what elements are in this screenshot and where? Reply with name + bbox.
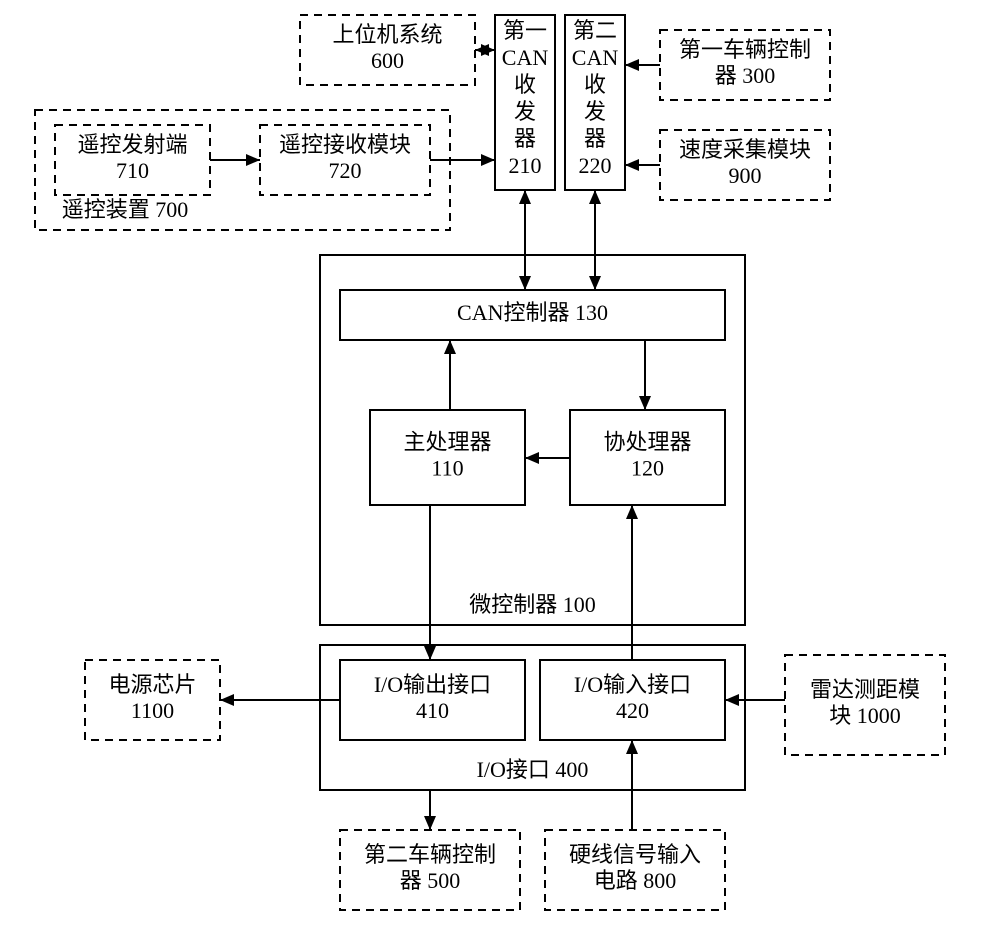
arrowhead [625,59,639,71]
label: 发 [584,99,606,124]
label: 器 [584,126,606,151]
label: 遥控接收模块 [279,132,411,157]
node-io_in: I/O输入接口420 [540,660,725,740]
block-diagram: 遥控装置 700微控制器 100I/O接口 400上位机系统600第一CAN收发… [0,0,1000,938]
label: 600 [371,48,404,73]
arrowhead [625,159,639,171]
label: 第一车辆控制 [679,37,811,62]
arrowhead [589,190,601,204]
node-vehicle_ctrl1: 第一车辆控制器 300 [660,30,830,100]
node-co_proc: 协处理器120 [570,410,725,505]
label: CAN [572,45,619,70]
label: 电源芯片 [108,672,196,697]
arrowhead [481,154,495,166]
label: 720 [329,158,362,183]
node-remote_rx: 遥控接收模块720 [260,125,430,195]
label: 电路 800 [594,868,677,893]
node-can_controller: CAN控制器 130 [340,290,725,340]
label: 协处理器 [603,430,691,455]
node-hardwire: 硬线信号输入电路 800 [545,830,725,910]
label: CAN控制器 130 [457,300,608,325]
label: 块 1000 [829,703,901,728]
label: I/O输出接口 [374,672,491,697]
label: CAN [502,45,549,70]
node-vehicle_ctrl2: 第二车辆控制器 500 [340,830,520,910]
label: 120 [631,456,664,481]
label: 遥控发射端 [77,132,187,157]
label: 第二车辆控制 [364,842,496,867]
label: 收 [514,72,536,97]
node-can2: 第二CAN收发器220 [565,15,625,190]
arrowhead [519,190,531,204]
label: 硬线信号输入 [569,842,701,867]
label: 410 [416,698,449,723]
node-can1: 第一CAN收发器210 [495,15,555,190]
node-remote_device: 遥控装置 700 [35,110,450,230]
label: 器 500 [400,868,461,893]
label: 220 [579,153,612,178]
node-speed_module: 速度采集模块900 [660,130,830,200]
label: 420 [616,698,649,723]
arrowhead [220,694,234,706]
node-remote_tx: 遥控发射端710 [55,125,210,195]
label: 110 [431,456,463,481]
label: 器 [514,126,536,151]
label: 900 [729,163,762,188]
label: 主处理器 [403,430,491,455]
label: 发 [514,99,536,124]
label: 1100 [131,698,174,723]
node-main_proc: 主处理器110 [370,410,525,505]
label: 收 [584,72,606,97]
node-host_system: 上位机系统600 [300,15,475,85]
container-label: I/O接口 400 [477,757,589,782]
label: 第二 [573,18,617,43]
label: 第一 [503,18,547,43]
label: 器 300 [715,63,776,88]
node-io_out: I/O输出接口410 [340,660,525,740]
node-radar: 雷达测距模块 1000 [785,655,945,755]
label: 210 [509,153,542,178]
label: 速度采集模块 [679,137,811,162]
label: 上位机系统 [332,22,442,47]
label: 雷达测距模 [810,677,920,702]
node-power_chip: 电源芯片1100 [85,660,220,740]
arrowhead [424,816,436,830]
arrowhead [246,154,260,166]
container-label: 微控制器 100 [469,592,596,617]
label: I/O输入接口 [574,672,691,697]
container-label: 遥控装置 700 [62,197,189,222]
label: 710 [116,158,149,183]
